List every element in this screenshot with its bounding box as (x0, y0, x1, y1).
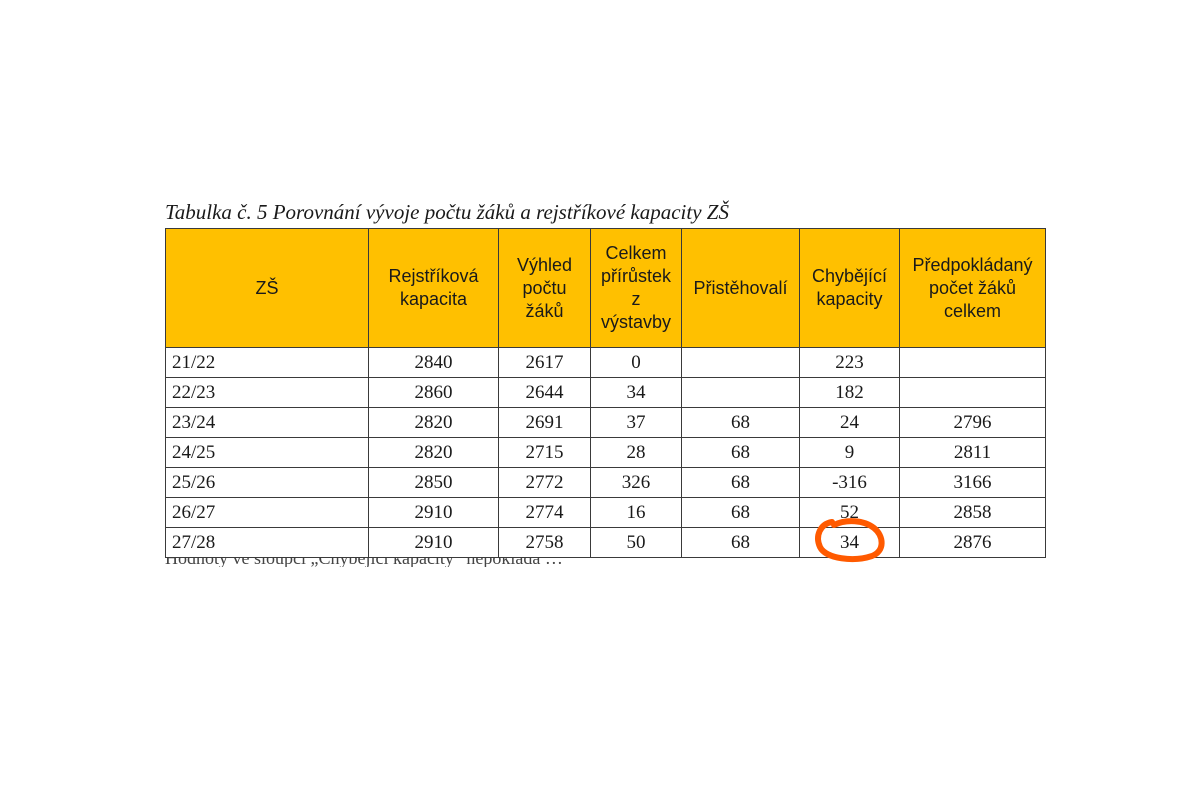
cell-zs: 24/25 (165, 437, 369, 468)
cell-missing-capacity: 182 (799, 377, 900, 408)
header-zs: ZŠ (165, 228, 369, 348)
table-row: 21/22 2840 2617 0 223 (165, 347, 1046, 378)
table-row: 23/24 2820 2691 37 68 24 2796 (165, 407, 1046, 438)
table-row: 24/25 2820 2715 28 68 9 2811 (165, 437, 1046, 468)
cell-construction-increase: 326 (590, 467, 682, 498)
table-row: 25/26 2850 2772 326 68 -316 3166 (165, 467, 1046, 498)
table-row: 22/23 2860 2644 34 182 (165, 377, 1046, 408)
cell-registry-capacity: 2910 (368, 527, 499, 558)
cell-expected-total (899, 377, 1046, 408)
table-row: 26/27 2910 2774 16 68 52 2858 (165, 497, 1046, 528)
cell-missing-capacity: 34 (799, 527, 900, 558)
cell-zs: 26/27 (165, 497, 369, 528)
cell-pupil-outlook: 2774 (498, 497, 591, 528)
cell-zs: 27/28 (165, 527, 369, 558)
cell-missing-capacity: 52 (799, 497, 900, 528)
cell-pupil-outlook: 2644 (498, 377, 591, 408)
cell-missing-capacity: 9 (799, 437, 900, 468)
cell-expected-total: 3166 (899, 467, 1046, 498)
header-expected-total: Předpokládaný počet žáků celkem (899, 228, 1046, 348)
cell-registry-capacity: 2850 (368, 467, 499, 498)
cell-construction-increase: 50 (590, 527, 682, 558)
cell-expected-total: 2811 (899, 437, 1046, 468)
table-caption: Tabulka č. 5 Porovnání vývoje počtu žáků… (165, 200, 729, 224)
cell-construction-increase: 37 (590, 407, 682, 438)
cell-expected-total: 2858 (899, 497, 1046, 528)
cell-missing-capacity: 24 (799, 407, 900, 438)
cell-pupil-outlook: 2715 (498, 437, 591, 468)
cell-pupil-outlook: 2772 (498, 467, 591, 498)
cell-expected-total: 2876 (899, 527, 1046, 558)
table-row: 27/28 2910 2758 50 68 34 2876 (165, 527, 1046, 558)
cell-newcomers: 68 (681, 467, 800, 498)
header-missing-capacity: Chybějící kapacity (799, 228, 900, 348)
header-newcomers: Přistěhovalí (681, 228, 800, 348)
cell-newcomers: 68 (681, 407, 800, 438)
cell-expected-total: 2796 (899, 407, 1046, 438)
cell-newcomers (681, 347, 800, 378)
cell-registry-capacity: 2910 (368, 497, 499, 528)
cell-registry-capacity: 2820 (368, 407, 499, 438)
cell-zs: 22/23 (165, 377, 369, 408)
cell-pupil-outlook: 2617 (498, 347, 591, 378)
cell-construction-increase: 16 (590, 497, 682, 528)
cell-pupil-outlook: 2691 (498, 407, 591, 438)
cell-newcomers: 68 (681, 497, 800, 528)
comparison-table: ZŠ Rejstříková kapacita Výhled počtu žák… (165, 228, 1046, 558)
header-pupil-outlook: Výhled počtu žáků (498, 228, 591, 348)
cell-zs: 25/26 (165, 467, 369, 498)
cell-construction-increase: 0 (590, 347, 682, 378)
cell-newcomers: 68 (681, 437, 800, 468)
cell-missing-capacity: 223 (799, 347, 900, 378)
cell-registry-capacity: 2840 (368, 347, 499, 378)
cell-construction-increase: 28 (590, 437, 682, 468)
cell-registry-capacity: 2820 (368, 437, 499, 468)
cell-zs: 23/24 (165, 407, 369, 438)
cell-registry-capacity: 2860 (368, 377, 499, 408)
cutoff-note-text: Hodnoty ve sloupci „Chybějící kapacity“ … (165, 558, 685, 567)
table-header-row: ZŠ Rejstříková kapacita Výhled počtu žák… (165, 228, 1046, 348)
header-registry-capacity: Rejstříková kapacita (368, 228, 499, 348)
cell-zs: 21/22 (165, 347, 369, 378)
cell-construction-increase: 34 (590, 377, 682, 408)
cell-newcomers (681, 377, 800, 408)
cell-expected-total (899, 347, 1046, 378)
cell-newcomers: 68 (681, 527, 800, 558)
cell-pupil-outlook: 2758 (498, 527, 591, 558)
cell-missing-capacity: -316 (799, 467, 900, 498)
header-construction-increase: Celkem přírůstek z výstavby (590, 228, 682, 348)
